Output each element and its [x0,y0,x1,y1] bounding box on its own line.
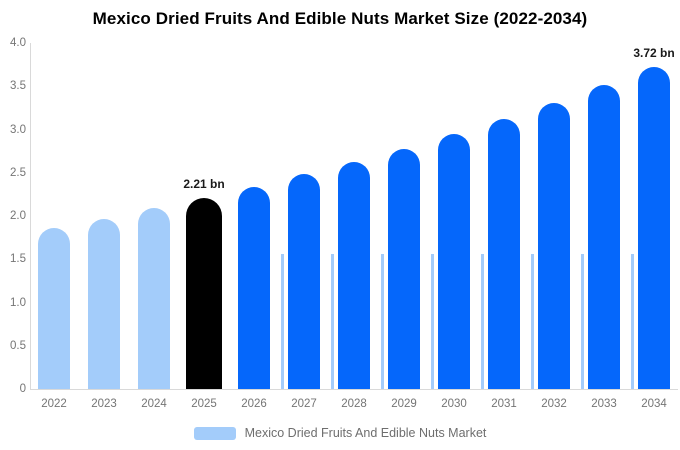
bar-sliver-2032 [531,254,534,389]
x-label-2023: 2023 [91,398,117,410]
bar-2024[interactable] [138,208,170,389]
y-tick-4.0: 4.0 [10,37,26,49]
bar-2030[interactable] [438,133,470,389]
legend-item-market[interactable]: Mexico Dried Fruits And Edible Nuts Mark… [193,426,487,440]
bar-value-label-2034: 3.72 bn [633,46,675,61]
bar-sliver-2034 [631,254,634,389]
bar-2032[interactable] [538,102,570,389]
x-label-2030: 2030 [441,398,467,410]
x-label-2031: 2031 [491,398,517,410]
y-tick-1.5: 1.5 [10,253,26,266]
x-label-2028: 2028 [341,398,367,410]
bar-sliver-2029 [381,254,384,389]
bar-2022[interactable] [38,228,70,389]
y-tick-2.5: 2.5 [10,166,26,179]
bar-sliver-2033 [581,254,584,389]
bar-2025[interactable] [186,197,222,389]
bar-sliver-2027 [281,254,284,389]
legend: Mexico Dried Fruits And Edible Nuts Mark… [0,426,680,440]
bar-sliver-2031 [481,254,484,389]
x-label-2029: 2029 [391,398,417,410]
bar-2033[interactable] [588,85,620,389]
x-label-2024: 2024 [141,398,167,410]
bar-2031[interactable] [488,119,520,389]
x-label-2033: 2033 [591,398,617,410]
x-axis-line [30,389,678,390]
x-label-2026: 2026 [241,398,267,410]
x-label-2032: 2032 [541,398,567,410]
x-label-2027: 2027 [291,398,317,410]
x-label-2022: 2022 [41,398,67,410]
y-tick-0: 0 [19,383,26,395]
x-label-2034: 2034 [641,398,667,410]
bar-2034[interactable] [638,67,670,389]
bar-2023[interactable] [88,218,120,389]
bar-sliver-2028 [331,254,334,389]
bar-2028[interactable] [338,161,370,389]
y-tick-1.0: 1.0 [10,296,26,309]
y-tick-3.5: 3.5 [10,80,26,93]
x-label-2025: 2025 [191,398,217,410]
bar-value-label-2025: 2.21 bn [183,176,225,191]
chart-title: Mexico Dried Fruits And Edible Nuts Mark… [92,9,588,28]
bar-2027[interactable] [288,174,320,389]
y-axis-line [30,43,31,389]
bar-2026[interactable] [238,186,270,389]
y-tick-2.0: 2.0 [10,210,26,222]
bar-2029[interactable] [388,148,420,389]
legend-swatch-icon [193,426,236,440]
legend-label: Mexico Dried Fruits And Edible Nuts Mark… [244,426,487,440]
bar-sliver-2030 [431,254,434,389]
y-tick-0.5: 0.5 [10,339,26,352]
y-tick-3.0: 3.0 [10,123,26,136]
